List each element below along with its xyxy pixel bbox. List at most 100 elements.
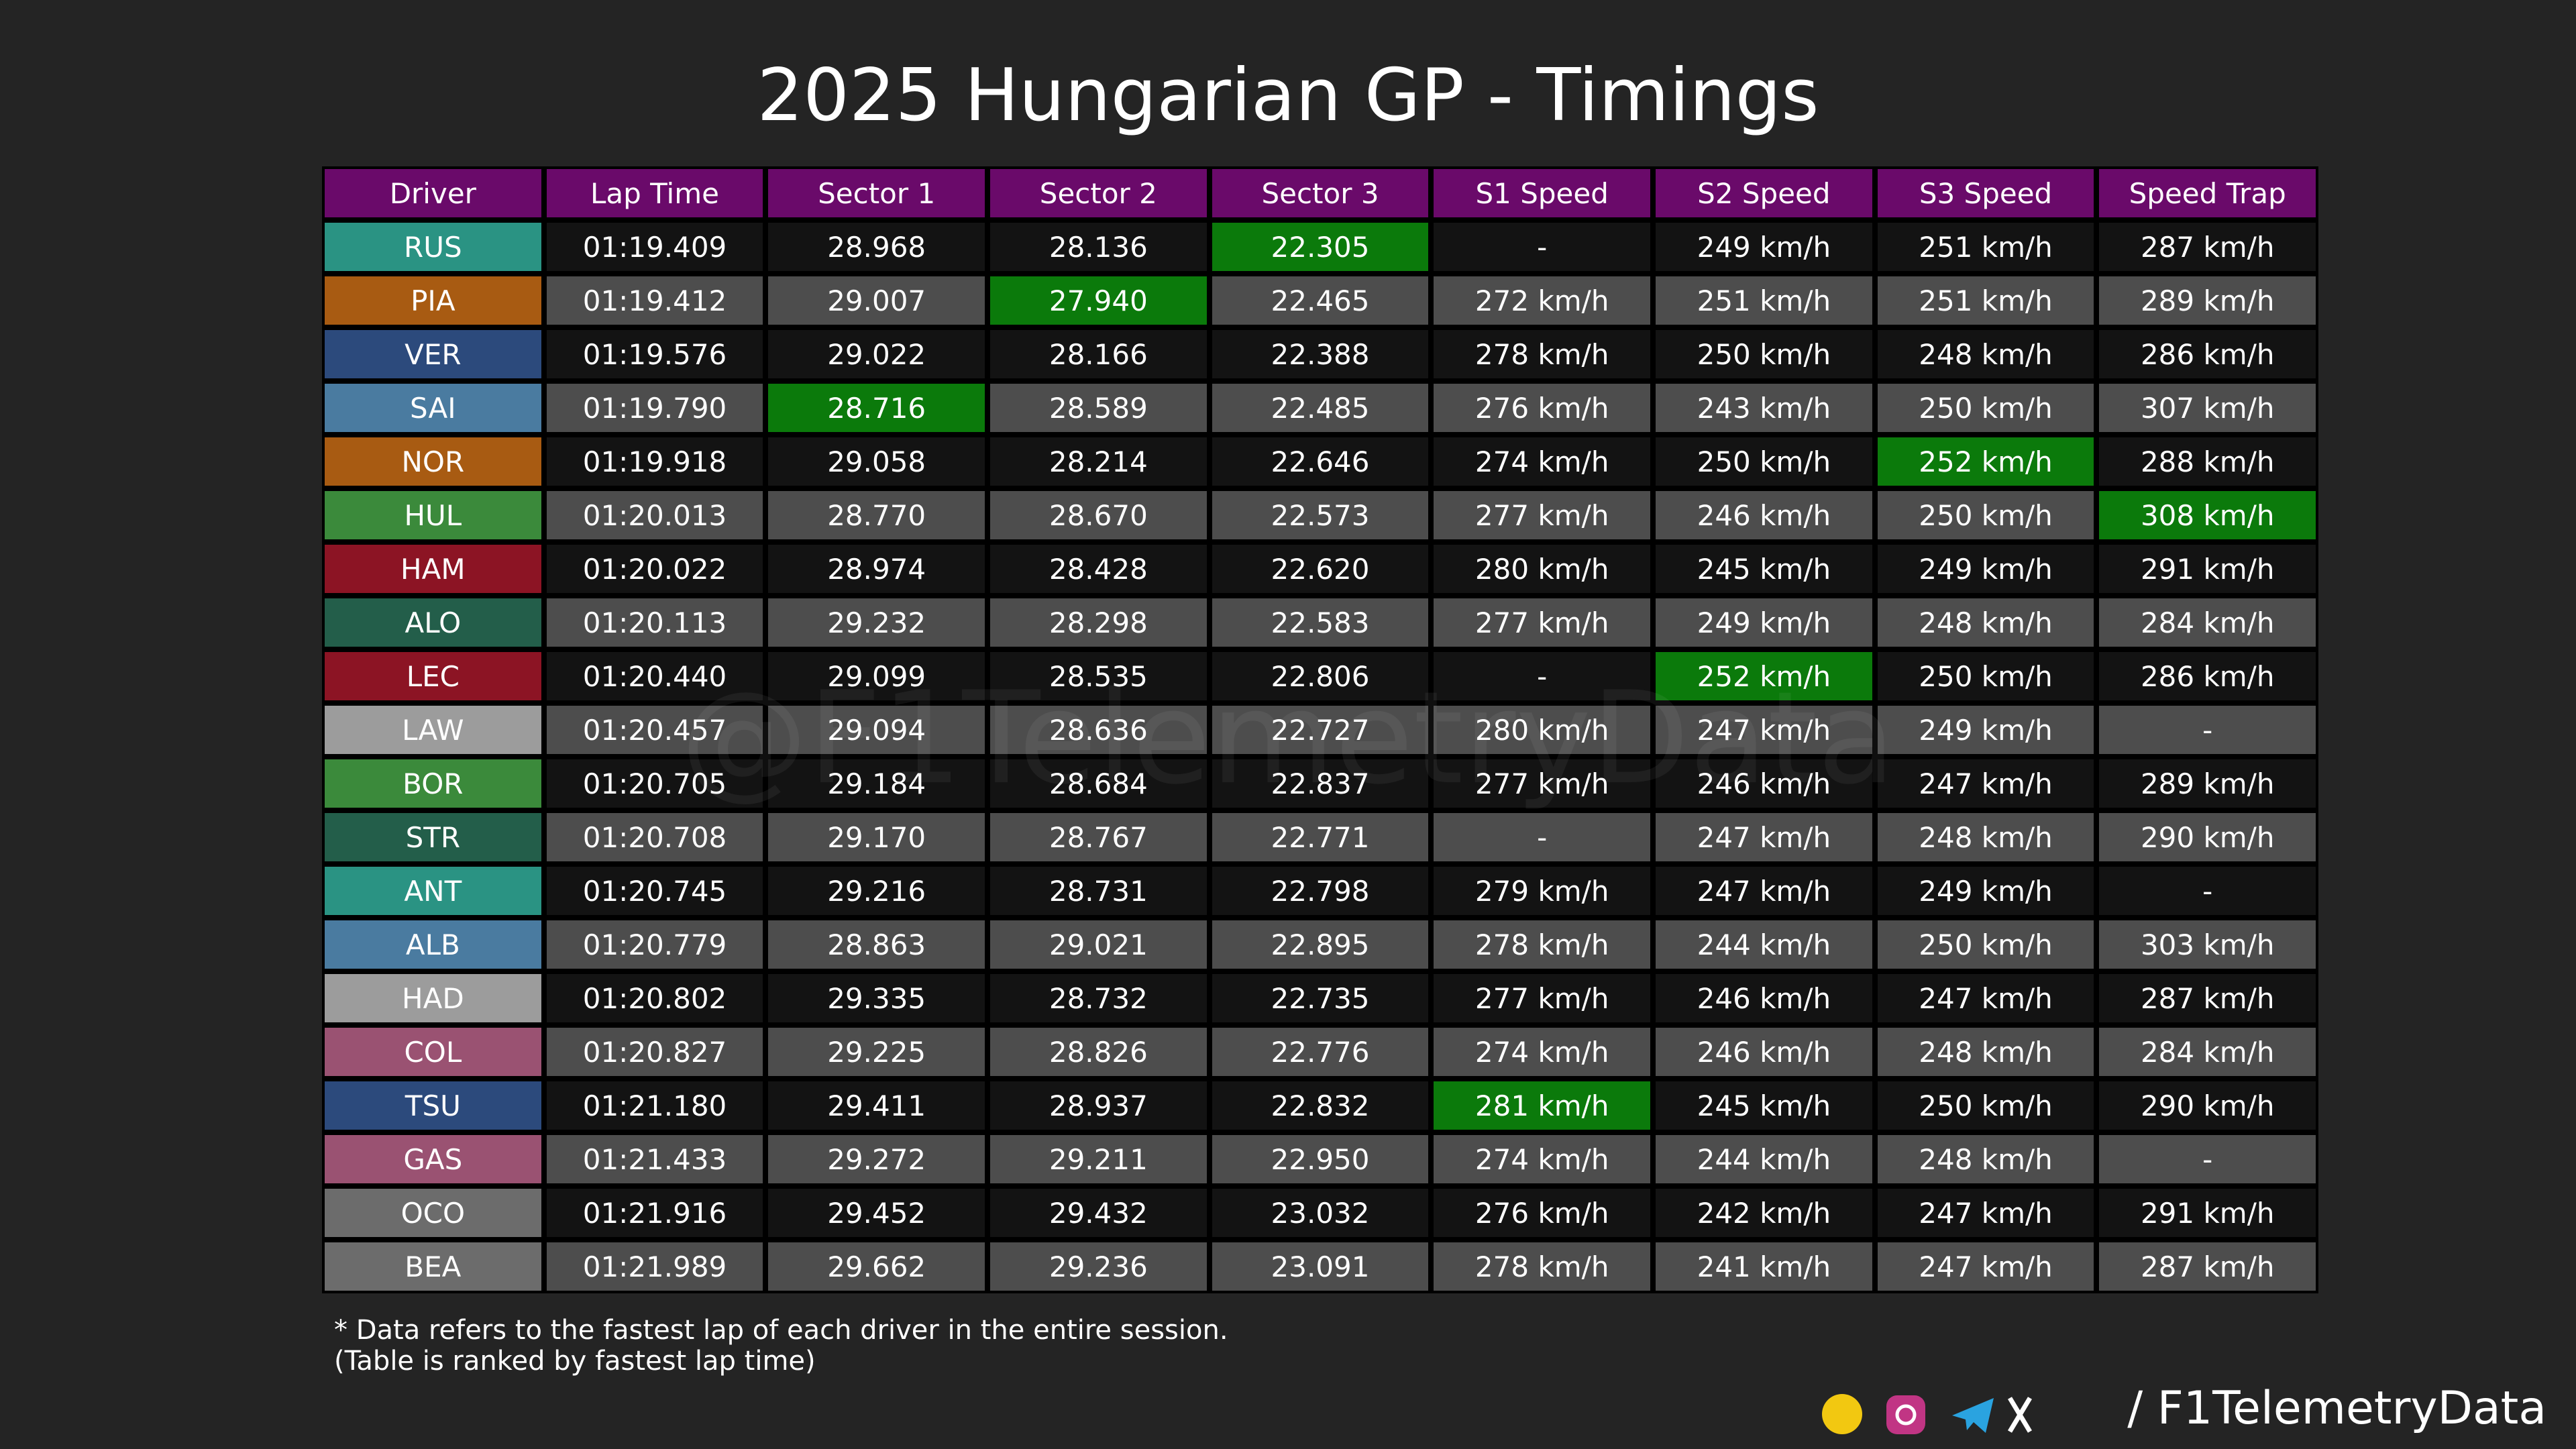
data-cell: 291 km/h bbox=[2096, 542, 2319, 596]
data-cell: 287 km/h bbox=[2096, 1240, 2319, 1293]
data-cell: 28.428 bbox=[987, 542, 1210, 596]
data-cell: 29.021 bbox=[987, 918, 1210, 971]
data-cell: 277 km/h bbox=[1431, 971, 1654, 1025]
data-cell: - bbox=[2096, 703, 2319, 757]
data-cell: 249 km/h bbox=[1874, 542, 2097, 596]
table-row: SAI 01:19.790 28.716 28.589 22.485 276 km/h 24… bbox=[322, 381, 2319, 435]
header-cell: Lap Time bbox=[543, 166, 766, 220]
data-cell: 252 km/h bbox=[1874, 435, 2097, 488]
data-cell: 28.589 bbox=[987, 381, 1210, 435]
driver-cell: BEA bbox=[322, 1240, 544, 1293]
data-cell: 291 km/h bbox=[2096, 1186, 2319, 1240]
data-cell: 250 km/h bbox=[1874, 649, 2097, 703]
data-cell: 28.770 bbox=[765, 488, 988, 542]
data-cell: 272 km/h bbox=[1431, 274, 1654, 327]
data-cell: 29.211 bbox=[987, 1132, 1210, 1186]
driver-cell: GAS bbox=[322, 1132, 544, 1186]
data-cell: 22.465 bbox=[1209, 274, 1432, 327]
data-cell: - bbox=[1431, 649, 1654, 703]
data-cell: 274 km/h bbox=[1431, 1025, 1654, 1079]
data-cell: 01:21.433 bbox=[543, 1132, 766, 1186]
data-cell: 22.646 bbox=[1209, 435, 1432, 488]
instagram-icon bbox=[1886, 1395, 1925, 1434]
data-cell: 22.771 bbox=[1209, 810, 1432, 864]
data-cell: 276 km/h bbox=[1431, 381, 1654, 435]
data-cell: 247 km/h bbox=[1874, 757, 2097, 810]
data-cell: 01:21.180 bbox=[543, 1079, 766, 1132]
table-row: ALO 01:20.113 29.232 28.298 22.583 277 km/h 24… bbox=[322, 596, 2319, 649]
data-cell: 28.937 bbox=[987, 1079, 1210, 1132]
data-cell: 248 km/h bbox=[1874, 810, 2097, 864]
data-cell: 247 km/h bbox=[1653, 864, 1875, 918]
driver-cell: OCO bbox=[322, 1186, 544, 1240]
data-cell: 28.298 bbox=[987, 596, 1210, 649]
data-cell: 250 km/h bbox=[1653, 327, 1875, 381]
timing-table: Driver Lap Time Sector 1 Sector 2 Sector 3 S1… bbox=[322, 166, 2319, 1293]
data-cell: 277 km/h bbox=[1431, 488, 1654, 542]
data-cell: 29.094 bbox=[765, 703, 988, 757]
data-cell: 307 km/h bbox=[2096, 381, 2319, 435]
data-cell: 28.136 bbox=[987, 220, 1210, 274]
data-cell: 29.232 bbox=[765, 596, 988, 649]
data-cell: 28.214 bbox=[987, 435, 1210, 488]
driver-cell: LAW bbox=[322, 703, 544, 757]
data-cell: 277 km/h bbox=[1431, 596, 1654, 649]
social-icons bbox=[1822, 1394, 2033, 1434]
data-cell: 290 km/h bbox=[2096, 810, 2319, 864]
data-cell: 28.684 bbox=[987, 757, 1210, 810]
data-cell: 23.091 bbox=[1209, 1240, 1432, 1293]
data-cell: 278 km/h bbox=[1431, 1240, 1654, 1293]
data-cell: 01:19.576 bbox=[543, 327, 766, 381]
table-row: STR 01:20.708 29.170 28.767 22.771-247 km/h 2… bbox=[322, 810, 2319, 864]
driver-cell: ALB bbox=[322, 918, 544, 971]
data-cell: 01:20.708 bbox=[543, 810, 766, 864]
header-cell: Sector 3 bbox=[1209, 166, 1432, 220]
data-cell: 289 km/h bbox=[2096, 274, 2319, 327]
driver-cell: ANT bbox=[322, 864, 544, 918]
data-cell: 01:19.790 bbox=[543, 381, 766, 435]
title: 2025 Hungarian GP - Timings bbox=[757, 54, 1819, 138]
data-cell: 290 km/h bbox=[2096, 1079, 2319, 1132]
data-cell: 281 km/h bbox=[1431, 1079, 1654, 1132]
table-row: NOR 01:19.918 29.058 28.214 22.646 274 km/h 25… bbox=[322, 435, 2319, 488]
data-cell: 28.716 bbox=[765, 381, 988, 435]
data-cell: 246 km/h bbox=[1653, 1025, 1875, 1079]
data-cell: 27.940 bbox=[987, 274, 1210, 327]
data-cell: 250 km/h bbox=[1874, 488, 2097, 542]
data-cell: 250 km/h bbox=[1874, 1079, 2097, 1132]
data-cell: 247 km/h bbox=[1874, 1186, 2097, 1240]
data-cell: 250 km/h bbox=[1653, 435, 1875, 488]
data-cell: 01:20.827 bbox=[543, 1025, 766, 1079]
data-cell: 29.335 bbox=[765, 971, 988, 1025]
data-cell: 29.099 bbox=[765, 649, 988, 703]
data-cell: 242 km/h bbox=[1653, 1186, 1875, 1240]
data-cell: 28.863 bbox=[765, 918, 988, 971]
data-cell: 248 km/h bbox=[1874, 1025, 2097, 1079]
data-cell: 251 km/h bbox=[1874, 274, 2097, 327]
table-row: ANT 01:20.745 29.216 28.731 22.798 279 km/h 24… bbox=[322, 864, 2319, 918]
data-cell: 247 km/h bbox=[1874, 971, 2097, 1025]
header-row: Driver Lap Time Sector 1 Sector 2 Sector 3 S1… bbox=[322, 166, 2319, 220]
data-cell: 246 km/h bbox=[1653, 971, 1875, 1025]
data-cell: 01:20.113 bbox=[543, 596, 766, 649]
data-cell: 29.170 bbox=[765, 810, 988, 864]
data-cell: 29.184 bbox=[765, 757, 988, 810]
driver-cell: STR bbox=[322, 810, 544, 864]
data-cell: 284 km/h bbox=[2096, 1025, 2319, 1079]
footnote: * Data refers to the fastest lap of each… bbox=[334, 1315, 1228, 1346]
data-cell: 249 km/h bbox=[1653, 220, 1875, 274]
data-cell: 247 km/h bbox=[1653, 703, 1875, 757]
data-cell: 22.583 bbox=[1209, 596, 1432, 649]
data-cell: 22.950 bbox=[1209, 1132, 1432, 1186]
data-cell: 274 km/h bbox=[1431, 435, 1654, 488]
data-cell: 01:20.440 bbox=[543, 649, 766, 703]
header-cell: Sector 1 bbox=[765, 166, 988, 220]
driver-cell: TSU bbox=[322, 1079, 544, 1132]
table-row: COL 01:20.827 29.225 28.826 22.776 274 km/h 24… bbox=[322, 1025, 2319, 1079]
driver-cell: ALO bbox=[322, 596, 544, 649]
data-cell: 29.007 bbox=[765, 274, 988, 327]
snapchat-icon bbox=[1822, 1394, 1862, 1434]
data-cell: 29.022 bbox=[765, 327, 988, 381]
data-cell: 244 km/h bbox=[1653, 1132, 1875, 1186]
data-cell: 22.798 bbox=[1209, 864, 1432, 918]
